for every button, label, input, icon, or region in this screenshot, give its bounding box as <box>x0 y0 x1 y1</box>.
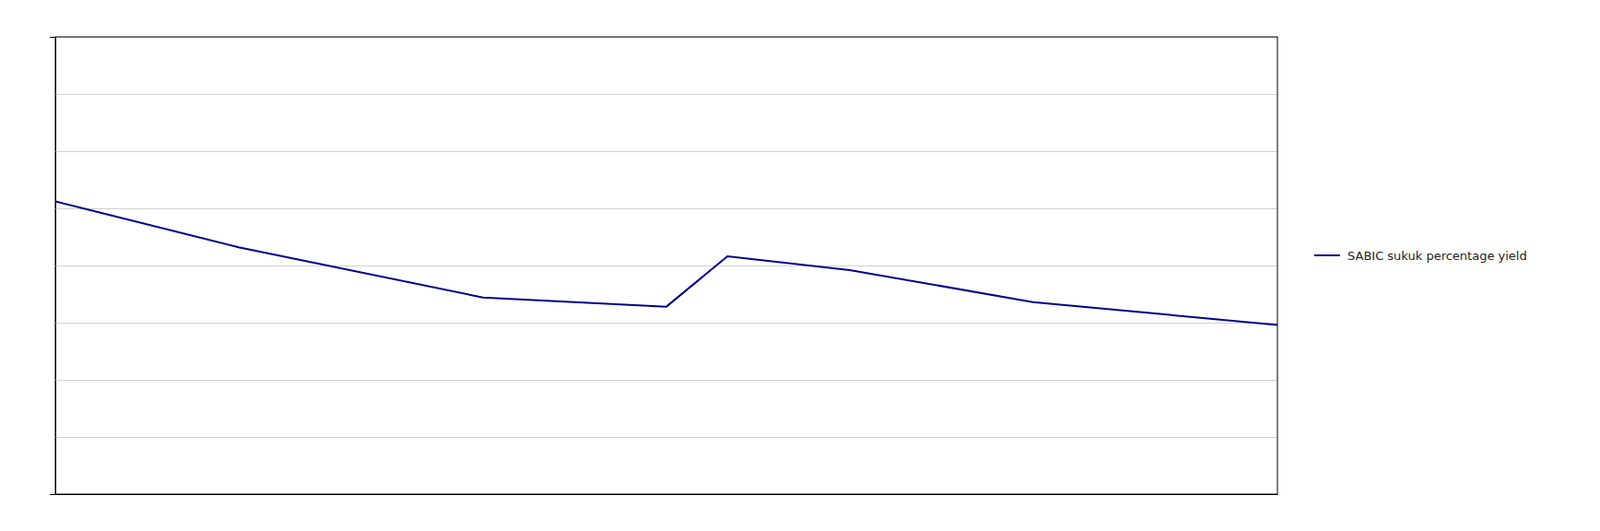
y-grid-line <box>55 151 1278 153</box>
y-tick <box>55 94 1278 95</box>
y-tick <box>55 436 1278 438</box>
chart-container: SABIC sukuk percentage yield <box>0 0 1600 531</box>
legend-swatch <box>1314 254 1341 257</box>
y-tick <box>55 322 1278 324</box>
y-tick <box>55 379 1278 381</box>
plot-area <box>49 36 1279 495</box>
y-tick <box>55 151 1278 153</box>
y-axis <box>49 37 1278 495</box>
y-grid-line <box>55 208 1278 210</box>
legend-label: SABIC sukuk percentage yield <box>1347 248 1528 263</box>
y-tick <box>55 265 1278 267</box>
chart-svg: SABIC sukuk percentage yield <box>0 0 1600 531</box>
legend: SABIC sukuk percentage yield <box>1314 248 1528 263</box>
y-tick <box>55 208 1278 210</box>
y-grid-line <box>55 94 1278 95</box>
y-grid-line <box>55 322 1278 324</box>
legend-item: SABIC sukuk percentage yield <box>1314 248 1528 263</box>
plot-frame <box>55 36 1278 495</box>
y-grid-line <box>55 265 1278 267</box>
y-grid-line <box>55 436 1278 438</box>
y-grid-line <box>55 379 1278 381</box>
marks <box>55 201 1278 326</box>
series-line <box>55 201 1278 326</box>
